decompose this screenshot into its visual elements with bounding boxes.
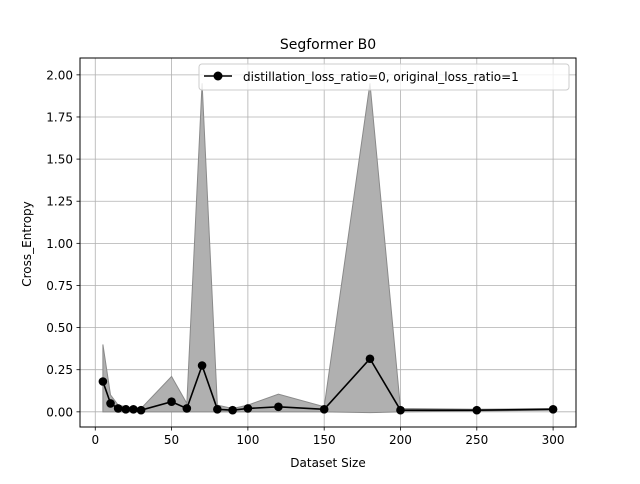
data-point: [106, 399, 115, 408]
x-tick-label: 250: [465, 433, 488, 447]
legend: distillation_loss_ratio=0, original_loss…: [198, 63, 570, 91]
x-tick-label: 50: [164, 433, 179, 447]
data-point: [213, 405, 222, 414]
data-point: [548, 405, 558, 414]
legend-label: distillation_loss_ratio=0, original_loss…: [243, 70, 519, 84]
y-tick-label: 1.25: [46, 195, 73, 209]
x-tick-label: 150: [313, 433, 336, 447]
data-point: [167, 397, 176, 407]
data-point: [129, 405, 138, 414]
y-tick-label: 0.50: [46, 321, 73, 335]
data-point: [365, 354, 375, 364]
data-point: [136, 405, 146, 415]
data-point: [274, 402, 283, 412]
y-tick-label: 2.00: [46, 68, 73, 82]
x-tick-label: 0: [91, 433, 99, 447]
data-point: [243, 404, 253, 413]
y-tick-label: 1.75: [46, 110, 73, 124]
data-point: [121, 405, 131, 414]
y-tick-label: 1.00: [46, 237, 73, 251]
legend-box: [198, 63, 570, 91]
chart-title: Segformer B0: [280, 37, 376, 53]
data-point: [396, 405, 405, 415]
y-tick-label: 1.50: [46, 153, 73, 167]
data-points: [98, 354, 558, 415]
data-point: [228, 405, 237, 415]
data-point: [98, 377, 108, 386]
y-axis-ticks: 0.00 0.25 0.50 0.75 1.00 1.25 1.50 1.75 2.00: [46, 68, 80, 419]
y-tick-label: 0.25: [46, 363, 73, 377]
x-tick-label: 200: [389, 433, 412, 447]
data-point: [113, 404, 123, 413]
x-axis-label: Dataset Size: [290, 456, 365, 470]
y-tick-label: 0.75: [46, 279, 73, 293]
y-axis-label: Cross_Entropy: [20, 201, 34, 287]
y-tick-label: 0.00: [46, 405, 73, 419]
x-axis-ticks: 0 50 100 150 200 250 300: [91, 427, 565, 447]
legend-marker: [213, 71, 223, 81]
plot-frame: [79, 57, 577, 428]
data-point: [197, 361, 207, 370]
data-point: [472, 405, 482, 415]
data-point: [319, 405, 329, 414]
x-tick-label: 300: [542, 433, 565, 447]
data-point: [182, 404, 192, 413]
x-tick-label: 100: [236, 433, 259, 447]
